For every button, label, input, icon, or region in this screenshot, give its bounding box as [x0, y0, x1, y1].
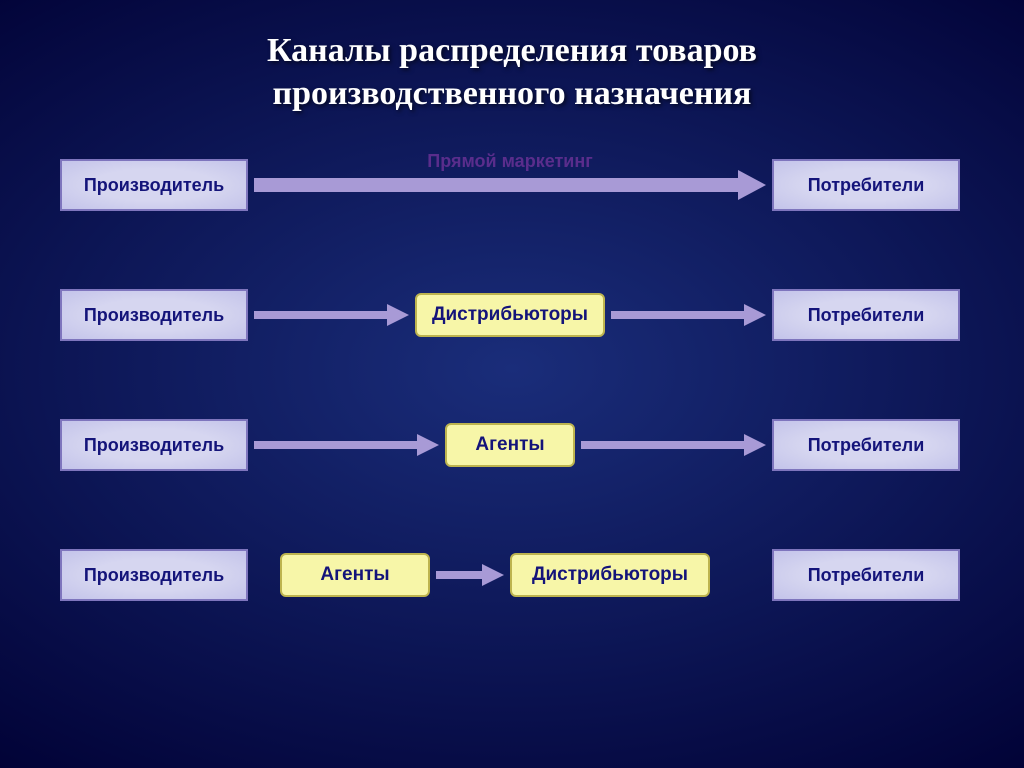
title-line-1: Каналы распределения товаров [267, 32, 757, 69]
row1-arrow-body [254, 178, 738, 192]
row4-arrow-mid-body [436, 571, 482, 579]
row1-producer-box: Производитель [60, 159, 248, 211]
slide: Каналы распределения товаров производств… [0, 0, 1024, 768]
row3-arrow-1-body [254, 441, 417, 449]
row2-arrow-1-head [387, 304, 409, 326]
row2-producer-box: Производитель [60, 289, 248, 341]
row4-producer-box: Производитель [60, 549, 248, 601]
row2-arrow-2-head [744, 304, 766, 326]
row3-consumer-box: Потребители [772, 419, 960, 471]
title-line-2: производственного назначения [273, 75, 752, 112]
row4-distributors-box: Дистрибьюторы [510, 553, 710, 597]
row1-arrow-head [738, 170, 766, 200]
row2-consumer-box: Потребители [772, 289, 960, 341]
row3-producer-box: Производитель [60, 419, 248, 471]
row1-arrow-label: Прямой маркетинг [390, 151, 630, 172]
row1-consumer-box: Потребители [772, 159, 960, 211]
row2-arrow-1-body [254, 311, 387, 319]
row4-agents-box: Агенты [280, 553, 430, 597]
row2-distributors-box: Дистрибьюторы [415, 293, 605, 337]
row3-arrow-1-head [417, 434, 439, 456]
row4-arrow-mid-head [482, 564, 504, 586]
row3-agents-box: Агенты [445, 423, 575, 467]
row3-arrow-2-body [581, 441, 744, 449]
row2-arrow-2-body [611, 311, 744, 319]
row4-consumer-box: Потребители [772, 549, 960, 601]
slide-title: Каналы распределения товаров производств… [40, 30, 984, 115]
row3-arrow-2-head [744, 434, 766, 456]
diagram-canvas: Производитель Потребители Прямой маркетинг… [40, 149, 984, 709]
